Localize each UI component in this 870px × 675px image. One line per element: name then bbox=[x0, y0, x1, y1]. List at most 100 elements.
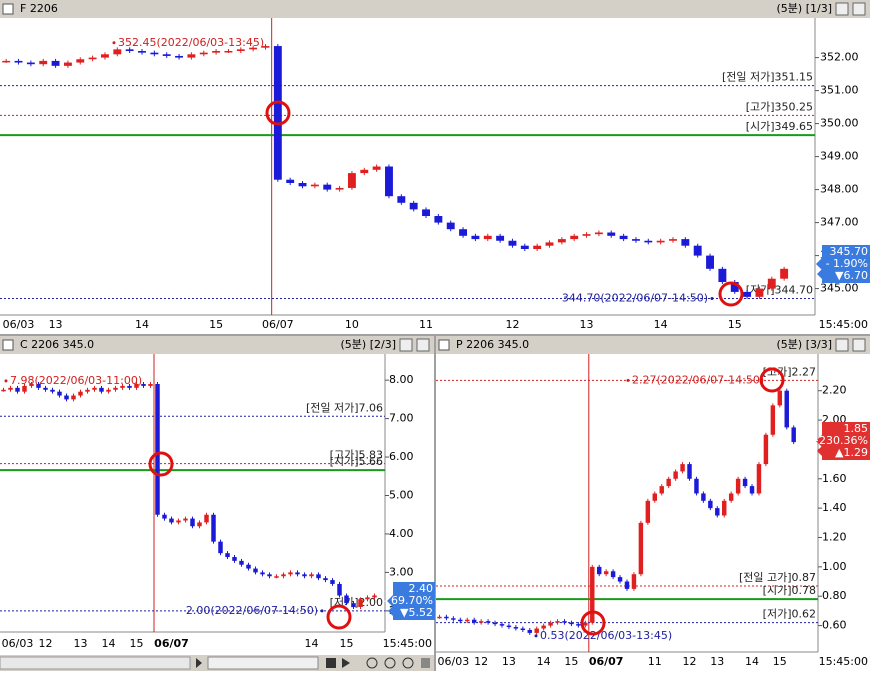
x-tick-label: 14 bbox=[537, 655, 551, 668]
annotation-dot bbox=[4, 379, 8, 383]
y-tick-label: 349.00 bbox=[820, 150, 859, 163]
y-tick-label: 1.00 bbox=[822, 560, 847, 573]
price-box-arrow bbox=[387, 595, 393, 607]
price-box-text: 1.85 bbox=[844, 422, 869, 435]
time-label: 15:45:00 bbox=[383, 637, 432, 650]
x-tick-label: 06/03 bbox=[3, 318, 35, 331]
y-tick-label: 2.20 bbox=[822, 384, 847, 397]
panel-checkbox[interactable] bbox=[2, 3, 14, 15]
level-label: [전일 고가]0.87 bbox=[739, 570, 816, 584]
highlight-circle bbox=[580, 610, 606, 636]
annotation-dot bbox=[626, 378, 630, 382]
price-box bbox=[388, 582, 435, 620]
scroll-arrow[interactable] bbox=[196, 658, 202, 668]
panel-title: P 2206 345.0 bbox=[456, 338, 529, 351]
highlight-circle bbox=[718, 281, 744, 307]
panel-header bbox=[0, 0, 870, 18]
y-tick-label: 4.00 bbox=[389, 527, 414, 540]
annotation: 344.70(2022/06/07-14:50) bbox=[562, 292, 708, 305]
level-label: [전일 저가]351.15 bbox=[722, 70, 813, 84]
play-button[interactable] bbox=[342, 658, 350, 668]
x-tick-label: 14 bbox=[102, 637, 116, 650]
y-tick-label: 1.20 bbox=[822, 530, 847, 543]
scrollbar[interactable] bbox=[0, 656, 191, 670]
annotation-dot bbox=[534, 634, 538, 638]
y-tick-label: 351.00 bbox=[820, 84, 859, 97]
x-tick-label: 15 bbox=[773, 655, 787, 668]
panel-close[interactable] bbox=[852, 338, 866, 352]
panel-header bbox=[0, 336, 434, 354]
price-box-arrow bbox=[816, 435, 822, 447]
highlight-circle bbox=[265, 100, 291, 126]
panel-title: F 2206 bbox=[20, 2, 58, 15]
panel-title: C 2206 345.0 bbox=[20, 338, 94, 351]
annotation: 2.27(2022/06/07-14:50) bbox=[632, 373, 764, 386]
stop-button[interactable] bbox=[326, 658, 336, 668]
splitter[interactable] bbox=[0, 334, 870, 336]
time-label: 15:45:00 bbox=[819, 655, 868, 668]
y-tick-label: 1.60 bbox=[822, 472, 847, 485]
level-label: [고가]2.27 bbox=[763, 365, 816, 378]
price-box-text: - 1.90% bbox=[826, 257, 868, 270]
panel-button[interactable] bbox=[835, 2, 849, 16]
time-label: 15:45:00 bbox=[819, 318, 868, 331]
x-tick-label: 15 bbox=[209, 318, 223, 331]
level-label: [고가]5.83 bbox=[330, 449, 383, 462]
level-label: [고가]350.25 bbox=[746, 100, 813, 113]
panel-checkbox[interactable] bbox=[438, 339, 450, 351]
x-tick-label: 12 bbox=[39, 637, 53, 650]
panel-subtitle: (5분) [1/3] bbox=[777, 2, 832, 15]
x-tick-label: 11 bbox=[648, 655, 662, 668]
x-tick-label: 14 bbox=[654, 318, 668, 331]
y-tick-label: 6.00 bbox=[389, 450, 414, 463]
x-tick-label: 14 bbox=[305, 637, 319, 650]
panel-close[interactable] bbox=[852, 2, 866, 16]
x-tick-label: 10 bbox=[345, 318, 359, 331]
price-box-arrow bbox=[816, 258, 822, 270]
price-box-text: +230.36% bbox=[810, 434, 868, 447]
zoom-reset[interactable] bbox=[402, 657, 414, 669]
x-tick-label: 14 bbox=[745, 655, 759, 668]
y-tick-label: 347.00 bbox=[820, 216, 859, 229]
y-tick-label: 0.60 bbox=[822, 619, 847, 632]
annotation: 2.00(2022/06/07-14:50) bbox=[186, 604, 318, 617]
y-tick-label: 352.00 bbox=[820, 51, 859, 64]
panel-close[interactable] bbox=[416, 338, 430, 352]
panel-subtitle: (5분) [3/3] bbox=[777, 338, 832, 351]
zoom-slider[interactable] bbox=[207, 656, 319, 670]
x-tick-label: 14 bbox=[135, 318, 149, 331]
x-tick-label: 06/07 bbox=[154, 637, 189, 650]
x-tick-label: 06/03 bbox=[2, 637, 34, 650]
panel-checkbox[interactable] bbox=[2, 339, 14, 351]
price-box-text: ▲1.29 bbox=[835, 446, 868, 459]
y-tick-label: 5.00 bbox=[389, 488, 414, 501]
highlight-circle bbox=[326, 604, 352, 630]
x-tick-label: 15 bbox=[130, 637, 144, 650]
y-tick-label: 1.40 bbox=[822, 501, 847, 514]
annotation: 7.98(2022/06/03-11:00) bbox=[10, 374, 142, 387]
x-tick-label: 12 bbox=[683, 655, 697, 668]
highlight-circle bbox=[148, 451, 174, 477]
x-tick-label: 06/07 bbox=[262, 318, 294, 331]
x-tick-label: 13 bbox=[502, 655, 516, 668]
y-tick-label: 3.00 bbox=[389, 565, 414, 578]
x-tick-label: 15 bbox=[340, 637, 354, 650]
zoom-in[interactable] bbox=[366, 657, 378, 669]
y-tick-label: 350.00 bbox=[820, 117, 859, 130]
y-tick-label: 348.00 bbox=[820, 183, 859, 196]
splitter[interactable] bbox=[434, 336, 436, 671]
level-label: [시가]349.65 bbox=[746, 120, 813, 133]
price-box-text: ▼5.52 bbox=[400, 606, 433, 619]
price-box bbox=[817, 422, 870, 460]
x-tick-label: 13 bbox=[74, 637, 88, 650]
tool-button[interactable] bbox=[421, 658, 430, 668]
x-tick-label: 11 bbox=[419, 318, 433, 331]
price-box-text: 2.40 bbox=[409, 582, 434, 595]
zoom-out[interactable] bbox=[384, 657, 396, 669]
annotation: 0.53(2022/06/03-13:45) bbox=[540, 629, 672, 642]
panel-button[interactable] bbox=[399, 338, 413, 352]
panel-button[interactable] bbox=[835, 338, 849, 352]
level-label: [시가]0.78 bbox=[763, 584, 816, 597]
annotation: 352.45(2022/06/03-13:45) bbox=[118, 36, 264, 49]
